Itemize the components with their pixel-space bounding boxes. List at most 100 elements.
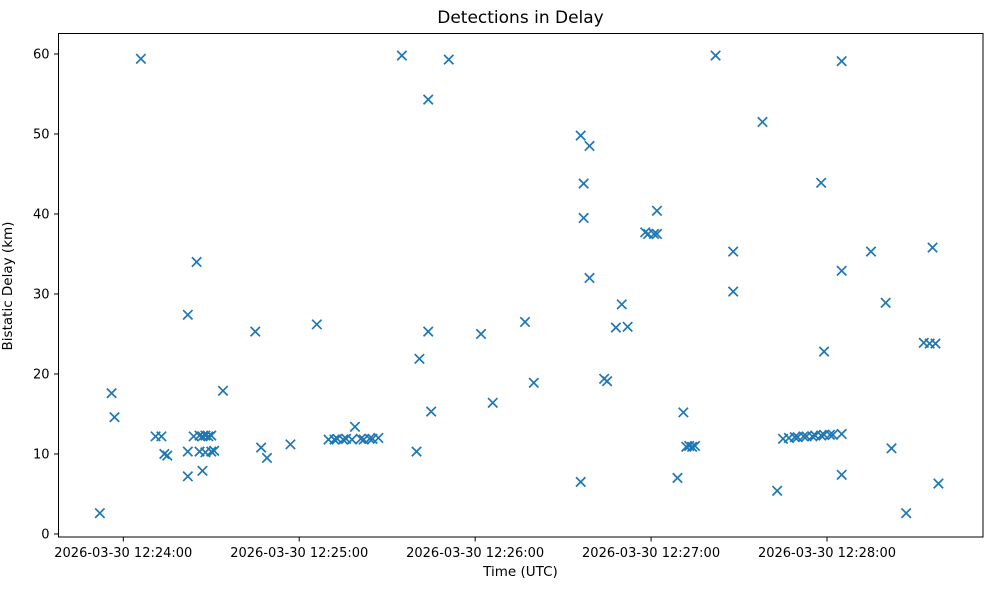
data-point-marker xyxy=(807,431,818,442)
data-point-marker xyxy=(578,212,589,224)
y-axis-label: Bistatic Delay (km) xyxy=(0,221,16,351)
data-point-marker xyxy=(815,430,827,441)
data-point-marker xyxy=(422,326,434,337)
data-point-marker xyxy=(672,472,683,484)
data-point-marker xyxy=(205,446,217,457)
data-point-marker xyxy=(422,94,434,105)
data-point-marker xyxy=(818,346,830,357)
data-point-marker xyxy=(880,297,891,309)
data-point-marker xyxy=(836,265,847,277)
data-point-marker xyxy=(396,50,408,61)
x-axis: 2026-03-30 12:24:00 2026-03-30 12:25:00 20… xyxy=(54,537,896,561)
data-point-marker xyxy=(689,440,701,452)
data-point-marker xyxy=(475,328,487,340)
data-point-marker xyxy=(355,433,367,445)
data-point-marker xyxy=(329,434,340,445)
data-point-marker xyxy=(182,446,194,457)
data-points xyxy=(94,50,944,519)
data-point-marker xyxy=(528,377,540,389)
data-point-marker xyxy=(337,434,349,445)
data-point-marker xyxy=(930,338,941,349)
y-tick-label: 60 xyxy=(33,47,50,62)
data-point-marker xyxy=(208,445,220,457)
x-tick-label: 2026-03-30 12:25:00 xyxy=(230,546,368,561)
data-point-marker xyxy=(827,429,839,441)
data-point-marker xyxy=(578,178,589,189)
y-tick-label: 50 xyxy=(33,127,50,142)
data-point-marker xyxy=(109,411,120,423)
y-tick-label: 40 xyxy=(33,207,50,222)
x-tick-label: 2026-03-30 12:27:00 xyxy=(582,546,720,561)
data-point-marker xyxy=(610,322,622,333)
data-point-marker xyxy=(622,321,633,333)
data-point-marker xyxy=(311,319,323,330)
data-point-marker xyxy=(191,256,202,268)
data-point-marker xyxy=(836,428,847,440)
data-point-marker xyxy=(575,130,587,141)
data-point-marker xyxy=(727,286,739,297)
data-point-marker xyxy=(584,140,595,152)
y-tick-label: 10 xyxy=(33,447,50,462)
data-point-marker xyxy=(616,299,628,310)
data-point-marker xyxy=(197,465,208,477)
data-point-marker xyxy=(349,421,361,433)
data-point-marker xyxy=(261,452,273,464)
chart-title: Detections in Delay xyxy=(437,8,604,28)
data-point-marker xyxy=(710,50,721,61)
data-point-marker xyxy=(159,448,170,460)
x-tick-label: 2026-03-30 12:24:00 xyxy=(54,546,192,561)
x-tick-label: 2026-03-30 12:28:00 xyxy=(758,546,896,561)
data-point-marker xyxy=(771,485,783,497)
data-point-marker xyxy=(584,272,595,284)
data-point-marker xyxy=(727,246,739,257)
y-tick-label: 30 xyxy=(33,287,50,302)
data-point-marker xyxy=(182,309,194,321)
x-tick-label: 2026-03-30 12:26:00 xyxy=(406,546,544,561)
data-point-marker xyxy=(678,407,689,418)
data-point-marker xyxy=(94,507,106,519)
data-point-marker xyxy=(798,431,809,442)
data-point-marker xyxy=(789,431,801,443)
data-point-marker xyxy=(156,431,167,442)
data-point-marker xyxy=(886,443,897,454)
data-point-marker xyxy=(217,385,229,397)
data-point-marker xyxy=(411,446,422,457)
data-point-marker xyxy=(414,353,425,365)
data-point-marker xyxy=(651,205,663,217)
data-point-marker xyxy=(639,227,651,238)
data-point-marker xyxy=(255,442,267,453)
data-point-marker xyxy=(824,429,836,441)
data-point-marker xyxy=(575,476,587,488)
data-point-marker xyxy=(161,450,173,461)
y-tick-label: 0 xyxy=(41,527,49,542)
x-axis-label: Time (UTC) xyxy=(483,564,558,580)
data-point-marker xyxy=(648,228,660,240)
data-point-marker xyxy=(686,441,698,453)
data-point-marker xyxy=(900,507,912,519)
data-point-marker xyxy=(135,53,147,65)
data-point-marker xyxy=(651,228,663,240)
data-point-marker xyxy=(601,375,613,387)
data-point-marker xyxy=(487,397,499,409)
data-point-marker xyxy=(373,432,384,444)
data-point-marker xyxy=(443,54,455,65)
data-point-marker xyxy=(364,433,375,445)
data-point-marker xyxy=(346,434,358,445)
y-axis: 0 10 20 30 40 50 60 xyxy=(33,47,59,542)
data-point-marker xyxy=(927,242,938,253)
data-point-marker xyxy=(249,326,261,337)
data-point-marker xyxy=(106,387,117,399)
data-point-marker xyxy=(933,478,944,489)
data-point-marker xyxy=(815,177,827,189)
data-point-marker xyxy=(205,430,217,441)
data-point-marker xyxy=(182,471,194,482)
plot-border xyxy=(58,33,984,538)
data-point-marker xyxy=(203,431,214,442)
y-tick-label: 20 xyxy=(33,367,50,382)
data-point-marker xyxy=(519,316,531,328)
data-point-marker xyxy=(836,469,847,481)
data-point-marker xyxy=(865,246,877,257)
data-point-marker xyxy=(757,116,768,128)
